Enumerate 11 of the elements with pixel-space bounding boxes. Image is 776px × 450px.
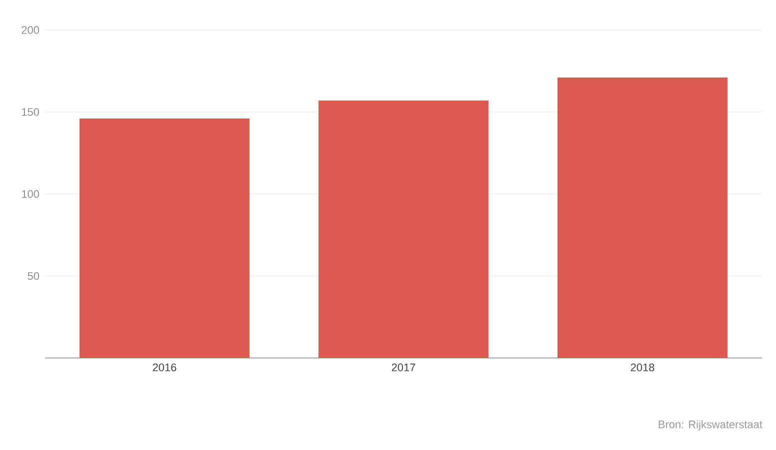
bar [318,100,489,358]
x-tick-label: 2017 [392,364,416,372]
x-tick-label: 2018 [630,364,654,372]
bar [558,78,728,358]
x-tick-label: 2016 [152,364,176,372]
y-tick-label: 50 [28,272,40,280]
y-tick-label: 100 [22,190,40,198]
y-tick-label: 150 [22,108,40,116]
text: Bron: Rijkswaterstaat [658,420,762,430]
y-tick-label: 200 [22,26,40,34]
bar [80,118,250,358]
